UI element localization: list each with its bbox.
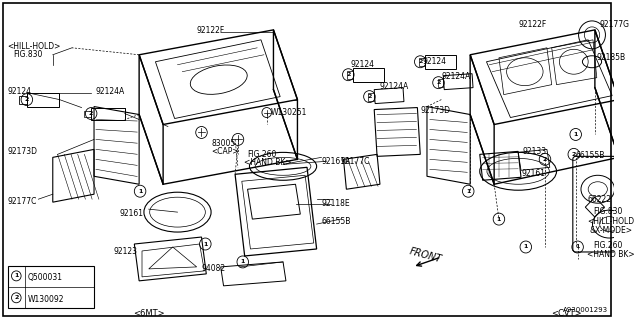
Text: 1: 1 [203,242,207,246]
Text: 2: 2 [436,80,441,85]
Text: &X-MODE>: &X-MODE> [589,226,632,235]
Text: 1: 1 [524,244,528,250]
Text: 2: 2 [367,94,372,99]
Text: 92124: 92124 [350,60,374,69]
Text: 2: 2 [572,152,576,157]
Text: 66155B: 66155B [576,151,605,160]
Text: 1: 1 [241,260,245,264]
Text: 92133: 92133 [523,148,547,156]
Text: <HILL-HOLD: <HILL-HOLD [588,217,634,226]
Text: 1: 1 [497,217,501,222]
Text: 66155B: 66155B [321,217,351,226]
Text: 66222: 66222 [588,195,611,204]
Text: 92161: 92161 [522,169,546,178]
Text: 92122F: 92122F [518,20,547,29]
Text: 92124: 92124 [8,87,31,96]
Text: 92177G: 92177G [600,20,630,29]
Text: 92185B: 92185B [597,53,626,62]
Text: 92173D: 92173D [8,148,38,156]
Bar [8,266,94,308]
Text: <CAP>: <CAP> [211,148,239,156]
Text: W130251: W130251 [271,108,307,116]
Text: 1: 1 [575,244,580,250]
Text: A930001293: A930001293 [563,307,608,313]
Text: 92123: 92123 [113,247,137,256]
Text: FIG.260: FIG.260 [248,150,277,159]
Text: FRONT: FRONT [408,247,443,265]
Text: 92161: 92161 [120,209,144,218]
Text: <CVT>: <CVT> [551,309,581,318]
Text: 2: 2 [14,295,19,300]
Text: <HAND BK>: <HAND BK> [244,158,291,167]
Text: 92124A: 92124A [96,87,125,96]
Text: Q500031: Q500031 [28,273,63,282]
Text: <HILL-HOLD>: <HILL-HOLD> [8,42,61,51]
Text: 1: 1 [138,189,142,194]
Text: 94082: 94082 [202,264,226,273]
Text: 1: 1 [466,189,470,194]
Text: 92173D: 92173D [420,106,451,115]
Text: 92124: 92124 [422,57,446,66]
Text: 2: 2 [543,157,547,162]
Text: 92124A: 92124A [442,72,470,81]
Text: 83005: 83005 [211,140,236,148]
Text: 2: 2 [89,111,93,116]
Text: 92124A: 92124A [380,82,409,91]
Text: <6MT>: <6MT> [133,309,164,318]
Text: FIG.830: FIG.830 [13,50,43,59]
Text: FIG.260: FIG.260 [593,241,622,250]
Text: W130092: W130092 [28,295,65,304]
Text: 1: 1 [573,132,578,137]
Text: 2: 2 [346,72,351,77]
Text: <HAND BK>: <HAND BK> [588,250,635,259]
Text: 92122F: 92122F [197,26,225,35]
Text: 2: 2 [418,59,422,64]
Text: 92118E: 92118E [321,199,350,208]
Text: 92177C: 92177C [8,197,37,206]
Text: 2: 2 [25,97,29,102]
Text: 92161A: 92161A [321,157,351,166]
Text: FIG.830: FIG.830 [593,207,622,216]
Text: 1: 1 [14,273,19,278]
Text: 92177C: 92177C [340,157,370,166]
